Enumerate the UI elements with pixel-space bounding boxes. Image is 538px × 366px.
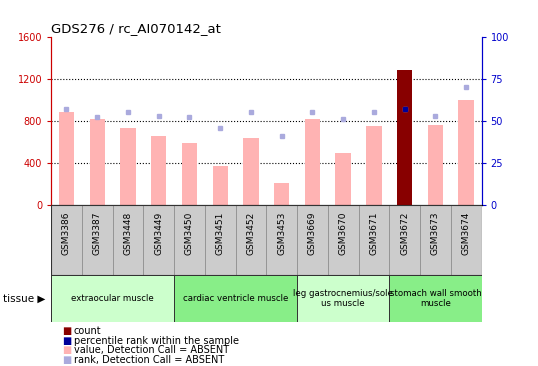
Bar — [182, 143, 197, 205]
Text: rank, Detection Call = ABSENT: rank, Detection Call = ABSENT — [74, 355, 224, 365]
Text: GSM3449: GSM3449 — [154, 212, 163, 255]
Bar — [297, 205, 328, 274]
Bar — [174, 274, 297, 322]
Bar — [205, 205, 236, 274]
Text: leg gastrocnemius/sole
us muscle: leg gastrocnemius/sole us muscle — [293, 288, 393, 308]
Bar — [336, 153, 351, 205]
Text: value, Detection Call = ABSENT: value, Detection Call = ABSENT — [74, 345, 229, 355]
Text: ■: ■ — [62, 326, 71, 336]
Bar — [305, 119, 320, 205]
Bar — [143, 205, 174, 274]
Bar — [82, 205, 112, 274]
Text: GSM3452: GSM3452 — [246, 212, 256, 255]
Text: extraocular muscle: extraocular muscle — [71, 294, 154, 303]
Text: GSM3671: GSM3671 — [370, 212, 378, 255]
Text: cardiac ventricle muscle: cardiac ventricle muscle — [183, 294, 288, 303]
Text: GSM3453: GSM3453 — [277, 212, 286, 255]
Text: count: count — [74, 326, 101, 336]
Text: GSM3672: GSM3672 — [400, 212, 409, 255]
Bar — [51, 274, 174, 322]
Text: GSM3669: GSM3669 — [308, 212, 317, 255]
Bar — [112, 205, 143, 274]
Text: GSM3674: GSM3674 — [462, 212, 471, 255]
Bar — [358, 205, 390, 274]
Bar — [151, 135, 166, 205]
Text: GSM3451: GSM3451 — [216, 212, 225, 255]
Text: ■: ■ — [62, 345, 71, 355]
Bar — [59, 112, 74, 205]
Bar — [297, 274, 390, 322]
Text: ■: ■ — [62, 336, 71, 346]
Text: GSM3670: GSM3670 — [338, 212, 348, 255]
Text: GSM3386: GSM3386 — [62, 212, 71, 255]
Bar — [213, 166, 228, 205]
Text: GSM3450: GSM3450 — [185, 212, 194, 255]
Bar — [390, 274, 482, 322]
Bar — [420, 205, 451, 274]
Text: GSM3387: GSM3387 — [93, 212, 102, 255]
Bar — [451, 205, 482, 274]
Bar — [266, 205, 297, 274]
Bar — [390, 205, 420, 274]
Bar — [397, 70, 412, 205]
Text: GSM3673: GSM3673 — [431, 212, 440, 255]
Text: stomach wall smooth
muscle: stomach wall smooth muscle — [390, 288, 482, 308]
Text: tissue ▶: tissue ▶ — [3, 293, 45, 303]
Bar — [121, 128, 136, 205]
Bar — [366, 126, 381, 205]
Bar — [51, 205, 82, 274]
Text: GDS276 / rc_AI070142_at: GDS276 / rc_AI070142_at — [51, 22, 221, 35]
Bar — [274, 183, 289, 205]
Bar — [243, 138, 259, 205]
Bar — [397, 70, 412, 205]
Bar — [428, 125, 443, 205]
Bar — [236, 205, 266, 274]
Bar — [89, 119, 105, 205]
Bar — [174, 205, 205, 274]
Bar — [328, 205, 358, 274]
Text: ■: ■ — [62, 355, 71, 365]
Bar — [458, 100, 474, 205]
Text: GSM3448: GSM3448 — [123, 212, 132, 255]
Text: percentile rank within the sample: percentile rank within the sample — [74, 336, 239, 346]
